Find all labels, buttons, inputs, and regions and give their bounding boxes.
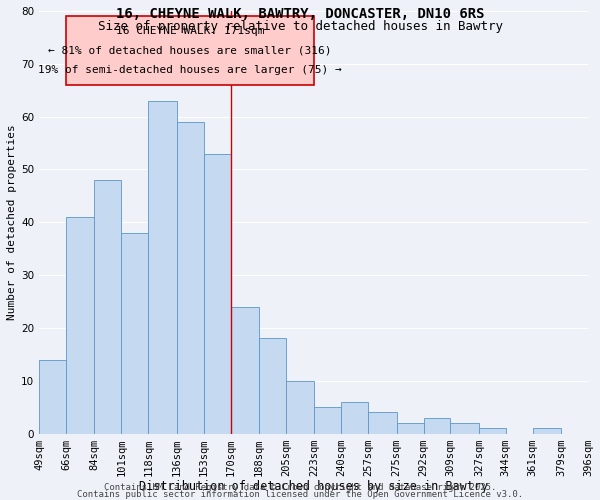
Text: 16 CHEYNE WALK: 171sqm: 16 CHEYNE WALK: 171sqm [116, 26, 265, 36]
Text: 16, CHEYNE WALK, BAWTRY, DONCASTER, DN10 6RS: 16, CHEYNE WALK, BAWTRY, DONCASTER, DN10… [116, 8, 484, 22]
Bar [314, 407, 341, 434]
Text: Contains HM Land Registry data © Crown copyright and database right 2025.: Contains HM Land Registry data © Crown c… [104, 484, 496, 492]
Bar [451, 423, 479, 434]
Bar [341, 402, 368, 434]
Bar [203, 154, 230, 434]
Bar [368, 412, 397, 434]
Bar [94, 180, 121, 434]
Bar [479, 428, 506, 434]
Bar [397, 423, 424, 434]
Text: 19% of semi-detached houses are larger (75) →: 19% of semi-detached houses are larger (… [38, 65, 342, 75]
Bar [259, 338, 286, 434]
Bar [177, 122, 203, 434]
Text: ← 81% of detached houses are smaller (316): ← 81% of detached houses are smaller (31… [49, 46, 332, 56]
Bar [424, 418, 451, 434]
FancyBboxPatch shape [66, 16, 314, 85]
X-axis label: Distribution of detached houses by size in Bawtry: Distribution of detached houses by size … [139, 480, 488, 493]
Text: Contains public sector information licensed under the Open Government Licence v3: Contains public sector information licen… [77, 490, 523, 499]
Text: Size of property relative to detached houses in Bawtry: Size of property relative to detached ho… [97, 20, 503, 33]
Y-axis label: Number of detached properties: Number of detached properties [7, 124, 17, 320]
Bar [39, 360, 66, 434]
Bar [533, 428, 561, 434]
Bar [66, 217, 94, 434]
Bar [121, 233, 148, 434]
Bar [148, 100, 177, 433]
Bar [230, 307, 259, 434]
Bar [286, 380, 314, 434]
